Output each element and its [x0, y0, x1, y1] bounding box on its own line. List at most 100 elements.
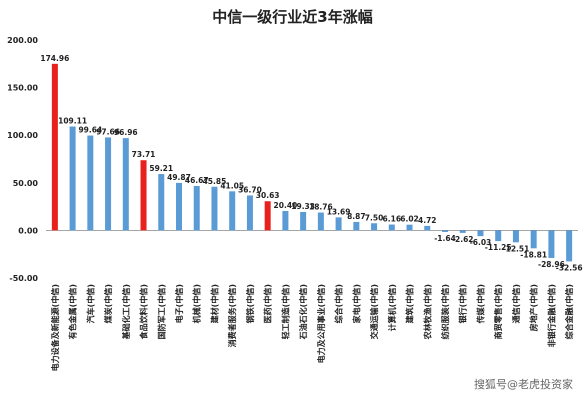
bar	[140, 160, 147, 231]
category-label: 石油石化(中信)	[298, 284, 308, 340]
bar	[477, 230, 484, 237]
data-label: -28.96	[538, 260, 565, 269]
data-label: 18.76	[309, 203, 333, 212]
category-label: 轻工制造(中信)	[280, 284, 290, 339]
category-label: 计算机(中信)	[387, 284, 397, 331]
category-label: 纺织服装(中信)	[440, 284, 450, 339]
bar	[548, 230, 555, 258]
data-label: -18.81	[520, 250, 547, 259]
bar	[335, 217, 342, 231]
category-label: 食品饮料(中信)	[139, 284, 149, 339]
category-label: 汽车(中信)	[85, 284, 95, 323]
category-label: 钢铁(中信)	[245, 284, 255, 323]
bar	[530, 230, 537, 249]
category-label: 家电(中信)	[351, 284, 361, 323]
bar	[512, 230, 519, 243]
data-label: 109.11	[58, 117, 87, 126]
data-label: -32.56	[556, 263, 583, 272]
bar	[300, 211, 307, 231]
bar	[566, 230, 573, 262]
data-label: 96.96	[114, 128, 138, 137]
data-label: 36.70	[238, 185, 262, 194]
category-label: 传媒(中信)	[475, 284, 485, 324]
data-label: -6.03	[470, 238, 492, 247]
bar	[176, 182, 182, 231]
data-label: 97.66	[96, 127, 120, 136]
category-label: 农林牧渔(中信)	[422, 284, 432, 340]
bar	[495, 230, 502, 242]
data-label: 7.50	[365, 213, 384, 222]
bar	[442, 230, 448, 232]
data-label: 6.02	[400, 215, 419, 224]
bar	[158, 174, 165, 231]
category-label: 银行(中信)	[458, 284, 468, 324]
category-label: 综合(中信)	[334, 284, 344, 323]
chart-title: 中信一级行业近3年涨幅	[212, 8, 373, 26]
bar	[264, 201, 271, 231]
category-label: 综合金融(中信)	[564, 284, 574, 339]
y-tick-label: 100.00	[7, 131, 38, 140]
bar	[246, 195, 253, 231]
bar	[282, 210, 289, 231]
category-label: 交通运输(中信)	[369, 284, 379, 339]
data-label: 20.40	[274, 201, 298, 210]
y-tick-label: 50.00	[13, 179, 39, 188]
bar	[406, 224, 413, 231]
bar	[51, 63, 58, 231]
y-tick-label: 0.00	[18, 226, 38, 235]
category-label: 电力及公用事业(中信)	[316, 284, 326, 363]
bar	[122, 138, 129, 231]
data-label: -1.64	[434, 234, 456, 243]
data-label: 45.85	[203, 177, 227, 186]
bar	[105, 137, 112, 231]
data-label: 174.96	[40, 54, 69, 63]
category-label: 煤炭(中信)	[103, 284, 113, 323]
data-label: 6.16	[383, 215, 402, 224]
category-label: 商贸零售(中信)	[493, 284, 503, 339]
bar	[371, 223, 378, 231]
y-tick-label: 200.00	[7, 36, 38, 45]
category-label: 有色金属(中信)	[68, 284, 78, 339]
bar	[193, 185, 200, 231]
category-label: 通信(中信)	[511, 284, 521, 323]
bar	[211, 186, 218, 231]
category-label: 国防军工(中信)	[156, 284, 166, 339]
bar	[459, 230, 466, 233]
watermark-text: 搜狐号@老虎投资家	[474, 378, 573, 391]
data-label: -11.25	[485, 243, 512, 252]
bar	[353, 221, 360, 231]
data-label: 99.64	[78, 126, 102, 135]
category-label: 建材(中信)	[209, 284, 219, 324]
bar	[69, 126, 76, 231]
data-label: 30.63	[256, 191, 280, 200]
category-label: 电力设备及新能源(中信)	[50, 284, 60, 371]
data-label: -12.51	[503, 244, 530, 253]
y-tick-label: -50.00	[9, 274, 38, 283]
category-label: 消费者服务(中信)	[227, 284, 237, 347]
data-label: 73.71	[132, 150, 156, 159]
data-label: 59.21	[149, 164, 173, 173]
bar	[317, 212, 324, 231]
data-label: 49.87	[167, 173, 191, 182]
bar	[229, 191, 236, 231]
category-label: 电子(中信)	[174, 284, 184, 323]
category-label: 房地产(中信)	[529, 284, 539, 331]
data-label: 13.69	[327, 207, 351, 216]
y-tick-label: 150.00	[7, 84, 38, 93]
data-label: 46.67	[185, 176, 209, 185]
category-label: 基础化工(中信)	[121, 284, 131, 340]
data-label: -2.62	[452, 235, 474, 244]
bar	[388, 224, 395, 231]
data-label: 41.05	[220, 181, 244, 190]
data-label: 4.72	[418, 216, 437, 225]
category-label: 非银行金融(中信)	[546, 284, 556, 347]
bar	[424, 225, 431, 231]
data-label: 19.33	[291, 202, 315, 211]
category-label: 机械(中信)	[192, 284, 202, 323]
bar	[87, 135, 94, 231]
data-label: 8.87	[347, 212, 366, 221]
category-label: 建筑(中信)	[405, 284, 415, 324]
category-label: 医药(中信)	[263, 284, 273, 323]
